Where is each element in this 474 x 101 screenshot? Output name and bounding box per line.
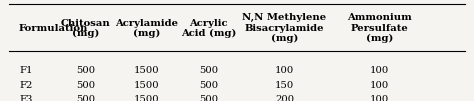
Text: 1500: 1500	[134, 66, 160, 75]
Text: F3: F3	[19, 95, 32, 101]
Text: Chitosan
(mg): Chitosan (mg)	[61, 18, 110, 38]
Text: 500: 500	[76, 66, 95, 75]
Text: 500: 500	[199, 81, 218, 90]
Text: Ammonium
Persulfate
(mg): Ammonium Persulfate (mg)	[347, 13, 411, 43]
Text: 500: 500	[199, 66, 218, 75]
Text: 100: 100	[370, 66, 389, 75]
Text: 200: 200	[275, 95, 294, 101]
Text: 500: 500	[76, 95, 95, 101]
Text: Acrylamide
(mg): Acrylamide (mg)	[116, 18, 178, 38]
Text: Formulation: Formulation	[19, 24, 88, 33]
Text: F2: F2	[19, 81, 32, 90]
Text: 150: 150	[275, 81, 294, 90]
Text: 100: 100	[370, 81, 389, 90]
Text: 100: 100	[370, 95, 389, 101]
Text: Acrylic
Acid (mg): Acrylic Acid (mg)	[181, 18, 236, 38]
Text: F1: F1	[19, 66, 32, 75]
Text: N,N Methylene
Bisacrylamide
(mg): N,N Methylene Bisacrylamide (mg)	[242, 13, 327, 43]
Text: 1500: 1500	[134, 81, 160, 90]
Text: 500: 500	[76, 81, 95, 90]
Text: 100: 100	[275, 66, 294, 75]
Text: 500: 500	[199, 95, 218, 101]
Text: 1500: 1500	[134, 95, 160, 101]
